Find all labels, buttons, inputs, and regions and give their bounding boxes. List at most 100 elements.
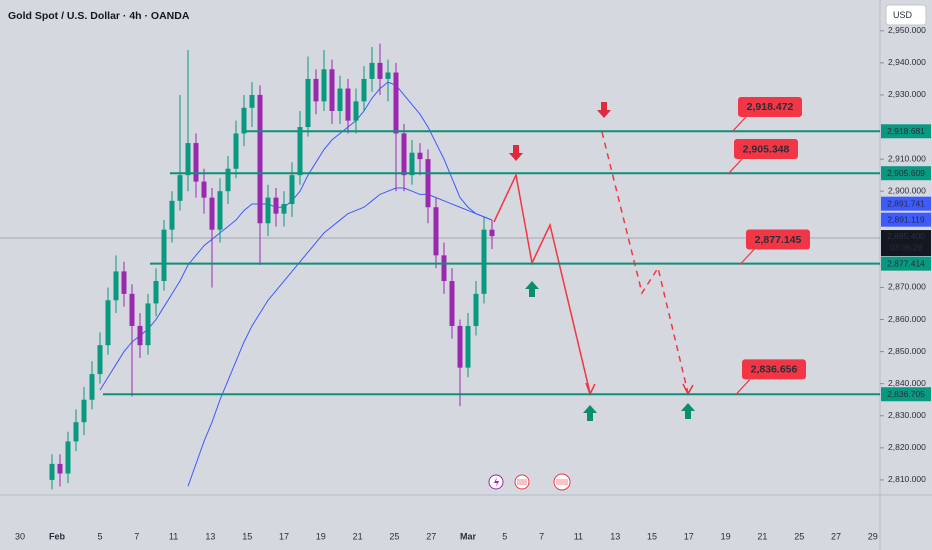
x-tick-label: Feb bbox=[49, 531, 66, 541]
price-axis-label-box bbox=[881, 166, 931, 181]
candle-body bbox=[185, 143, 191, 176]
candle-body bbox=[161, 229, 167, 282]
callout-label: 2,836.656 bbox=[751, 364, 798, 376]
candle-body bbox=[345, 88, 351, 121]
candle-body bbox=[129, 293, 135, 326]
candle-body bbox=[169, 200, 175, 230]
x-tick-label: 29 bbox=[868, 531, 878, 541]
candle-body bbox=[201, 181, 207, 198]
candle-body bbox=[393, 72, 399, 134]
callout-box bbox=[738, 96, 802, 117]
callout-label: 2,918.472 bbox=[747, 101, 794, 113]
candle-body bbox=[361, 78, 367, 102]
candle-body bbox=[97, 345, 103, 375]
ma-axis-box bbox=[881, 212, 931, 227]
candle-body bbox=[265, 197, 271, 224]
candle-body bbox=[177, 175, 183, 201]
currency-label: USD bbox=[893, 10, 913, 20]
up-arrow bbox=[583, 405, 597, 421]
candle-body bbox=[209, 197, 215, 230]
candle-body bbox=[57, 463, 63, 474]
y-tick-label: 2,810.000 bbox=[888, 474, 926, 484]
callout-pointer bbox=[739, 249, 755, 265]
candle-body bbox=[401, 133, 407, 176]
up-arrow bbox=[681, 403, 695, 419]
x-tick-label: 11 bbox=[574, 531, 583, 541]
currency-button[interactable] bbox=[885, 4, 927, 26]
x-tick-label: 5 bbox=[97, 531, 102, 541]
candle-body bbox=[217, 191, 223, 230]
x-tick-label: 27 bbox=[831, 531, 841, 541]
price-axis-label: 2,877.414 bbox=[887, 258, 925, 268]
projection-path-dashed bbox=[601, 131, 689, 394]
candle-body bbox=[489, 229, 495, 237]
callout-label: 2,877.145 bbox=[755, 234, 802, 246]
ma-axis-label: 2,891.741 bbox=[887, 198, 925, 208]
ma-axis-label: 2,891.119 bbox=[887, 214, 924, 224]
x-tick-label: 11 bbox=[169, 531, 178, 541]
x-tick-label: 21 bbox=[757, 531, 767, 541]
x-tick-label: 13 bbox=[205, 531, 215, 541]
x-tick-label: 7 bbox=[539, 531, 544, 541]
candle-body bbox=[465, 325, 471, 368]
event-icon-glyph bbox=[517, 479, 527, 485]
candle-body bbox=[473, 293, 479, 326]
candle-body bbox=[353, 101, 359, 121]
x-tick-label: 25 bbox=[389, 531, 399, 541]
candle-body bbox=[249, 94, 255, 108]
x-tick-label: 19 bbox=[721, 531, 731, 541]
candle-body bbox=[289, 175, 295, 205]
countdown-label: 03:06:28 bbox=[889, 242, 922, 252]
candle-body bbox=[145, 303, 151, 346]
y-tick-label: 2,900.000 bbox=[888, 185, 926, 195]
candle-body bbox=[49, 463, 55, 480]
callout-box bbox=[742, 359, 806, 380]
candle-body bbox=[81, 399, 87, 423]
x-tick-label: 25 bbox=[794, 531, 804, 541]
x-tick-label: 30 bbox=[15, 531, 25, 541]
candle-body bbox=[433, 207, 439, 256]
candle-body bbox=[297, 127, 303, 176]
candle-body bbox=[425, 159, 431, 208]
down-arrow bbox=[597, 102, 611, 118]
x-tick-label: Mar bbox=[460, 531, 477, 541]
moving-average-line bbox=[187, 187, 493, 487]
event-icon-glyph bbox=[556, 479, 568, 485]
price-axis-label-box bbox=[881, 387, 931, 402]
moving-average-line bbox=[99, 81, 493, 391]
candle-body bbox=[409, 152, 415, 176]
candle-body bbox=[121, 271, 127, 294]
candle-body bbox=[105, 300, 111, 346]
candle-body bbox=[113, 271, 119, 301]
candle-body bbox=[313, 78, 319, 102]
candle-body bbox=[65, 441, 71, 474]
candle-body bbox=[225, 168, 231, 192]
ma-axis-box bbox=[881, 196, 931, 211]
price-axis-label-box bbox=[881, 124, 931, 139]
price-axis-label-box bbox=[881, 256, 931, 271]
candle-body bbox=[305, 78, 311, 128]
candle-body bbox=[89, 374, 95, 400]
callout-label: 2,905.348 bbox=[743, 143, 790, 155]
up-arrow bbox=[525, 281, 539, 297]
candle-body bbox=[273, 197, 279, 214]
candle-body bbox=[281, 204, 287, 214]
x-tick-label: 27 bbox=[426, 531, 436, 541]
candle-body bbox=[321, 69, 327, 102]
x-tick-label: 5 bbox=[502, 531, 507, 541]
callout-box bbox=[734, 139, 798, 160]
candle-body bbox=[257, 94, 263, 224]
candle-body bbox=[137, 325, 143, 346]
event-icon-glyph bbox=[494, 477, 499, 487]
last-price-box bbox=[881, 230, 931, 257]
down-arrow bbox=[509, 145, 523, 161]
chart-title: Gold Spot / U.S. Dollar · 4h · OANDA bbox=[8, 10, 190, 22]
callout-pointer bbox=[735, 378, 751, 395]
x-tick-label: 17 bbox=[279, 531, 289, 541]
x-tick-label: 21 bbox=[353, 531, 363, 541]
candle-body bbox=[457, 325, 463, 368]
price-axis-label: 2,905.609 bbox=[887, 168, 925, 178]
candle-body bbox=[73, 422, 79, 442]
callout-pointer bbox=[731, 116, 747, 133]
